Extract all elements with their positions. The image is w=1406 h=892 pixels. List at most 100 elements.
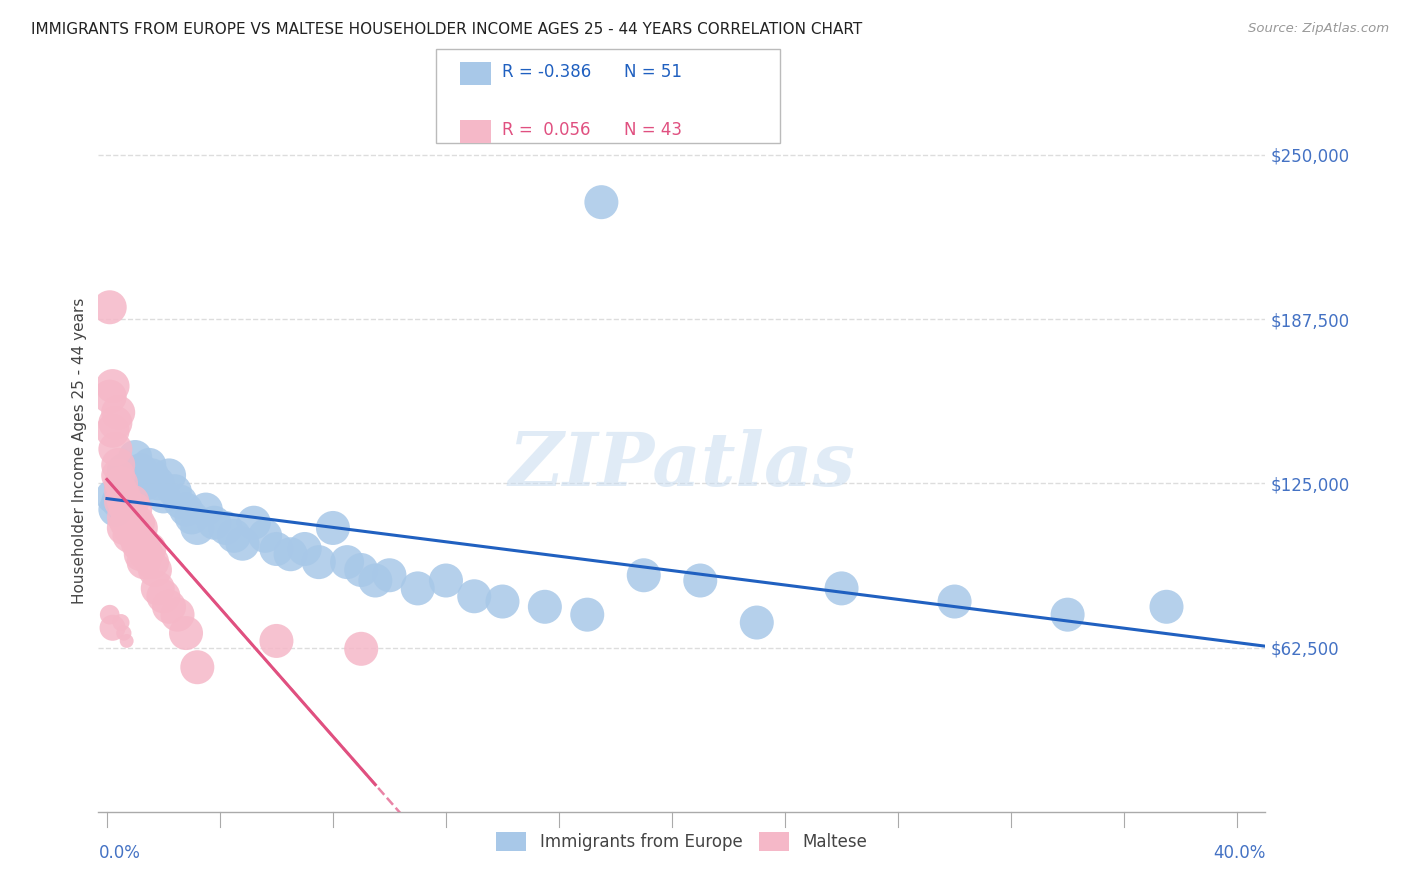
Point: [121, 521, 143, 535]
Point: [146, 582, 169, 596]
Point: [138, 541, 160, 556]
Point: [107, 468, 129, 483]
Point: [152, 490, 174, 504]
Point: [194, 502, 217, 516]
Point: [157, 468, 180, 483]
Point: [118, 529, 141, 543]
Point: [124, 450, 146, 464]
Point: [491, 594, 513, 608]
Point: [186, 521, 208, 535]
Point: [141, 468, 163, 483]
Point: [124, 502, 146, 516]
Point: [115, 502, 138, 516]
Point: [254, 529, 277, 543]
Point: [135, 547, 157, 561]
Point: [110, 484, 132, 499]
Point: [112, 494, 135, 508]
Point: [115, 516, 138, 530]
Point: [107, 458, 129, 472]
Point: [101, 490, 124, 504]
Text: 40.0%: 40.0%: [1213, 844, 1265, 863]
Point: [463, 589, 485, 603]
Point: [132, 537, 155, 551]
Point: [112, 490, 135, 504]
Point: [169, 494, 191, 508]
Point: [378, 568, 401, 582]
Point: [322, 521, 344, 535]
Point: [336, 555, 359, 569]
Point: [266, 634, 288, 648]
Point: [152, 589, 174, 603]
Point: [1056, 607, 1078, 622]
Point: [98, 607, 121, 622]
Y-axis label: Householder Income Ages 25 - 44 years: Householder Income Ages 25 - 44 years: [72, 297, 87, 604]
Point: [308, 555, 330, 569]
Point: [1156, 599, 1178, 614]
Point: [633, 568, 655, 582]
Point: [534, 599, 557, 614]
Point: [124, 529, 146, 543]
Point: [222, 529, 245, 543]
Point: [831, 582, 853, 596]
Point: [141, 555, 163, 569]
Point: [118, 476, 141, 491]
Text: 0.0%: 0.0%: [98, 844, 141, 863]
Point: [112, 510, 135, 524]
Point: [127, 537, 149, 551]
Point: [174, 626, 197, 640]
Point: [689, 574, 711, 588]
Point: [118, 521, 141, 535]
Point: [214, 521, 236, 535]
Point: [143, 563, 166, 577]
Point: [98, 300, 121, 314]
Text: R = -0.386: R = -0.386: [502, 62, 591, 81]
Point: [163, 484, 186, 499]
Point: [406, 582, 429, 596]
Point: [129, 521, 152, 535]
Point: [101, 424, 124, 438]
Point: [157, 599, 180, 614]
Point: [104, 416, 127, 430]
Point: [350, 563, 373, 577]
Point: [112, 626, 135, 640]
Text: N = 51: N = 51: [624, 62, 682, 81]
Point: [166, 607, 188, 622]
Point: [135, 476, 157, 491]
Point: [129, 547, 152, 561]
Point: [107, 405, 129, 419]
Point: [174, 502, 197, 516]
Point: [98, 390, 121, 404]
Text: Source: ZipAtlas.com: Source: ZipAtlas.com: [1249, 22, 1389, 36]
Point: [115, 468, 138, 483]
Point: [107, 494, 129, 508]
Point: [115, 634, 138, 648]
Point: [110, 476, 132, 491]
Point: [146, 476, 169, 491]
Point: [101, 621, 124, 635]
Point: [118, 510, 141, 524]
Text: R =  0.056: R = 0.056: [502, 120, 591, 139]
Point: [138, 458, 160, 472]
Point: [104, 442, 127, 457]
Point: [280, 547, 302, 561]
Point: [101, 379, 124, 393]
Point: [112, 463, 135, 477]
Point: [202, 516, 225, 530]
Point: [104, 502, 127, 516]
Point: [591, 195, 613, 210]
Text: ZIPatlas: ZIPatlas: [509, 429, 855, 501]
Point: [434, 574, 457, 588]
Point: [745, 615, 768, 630]
Point: [231, 537, 253, 551]
Point: [121, 494, 143, 508]
Point: [576, 607, 599, 622]
Point: [180, 510, 202, 524]
Text: N = 43: N = 43: [624, 120, 682, 139]
Point: [110, 494, 132, 508]
Legend: Immigrants from Europe, Maltese: Immigrants from Europe, Maltese: [489, 825, 875, 857]
Point: [243, 516, 266, 530]
Text: IMMIGRANTS FROM EUROPE VS MALTESE HOUSEHOLDER INCOME AGES 25 - 44 YEARS CORRELAT: IMMIGRANTS FROM EUROPE VS MALTESE HOUSEH…: [31, 22, 862, 37]
Point: [364, 574, 387, 588]
Point: [121, 490, 143, 504]
Point: [127, 516, 149, 530]
